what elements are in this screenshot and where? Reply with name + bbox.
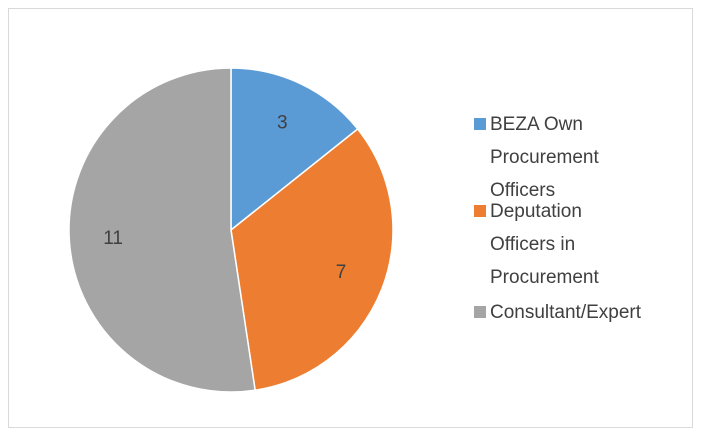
- legend-swatch: [474, 118, 486, 130]
- pie-slice: [230, 127, 394, 392]
- data-label: 3: [277, 112, 288, 133]
- legend-item: Deputation Officers in Procurement: [474, 195, 614, 294]
- legend-swatch: [474, 205, 486, 217]
- legend-swatch: [474, 306, 486, 318]
- legend-label: BEZA Own Procurement Officers: [490, 114, 599, 201]
- data-label: 7: [336, 262, 347, 283]
- pie-slice: [230, 67, 359, 232]
- legend-label: Deputation Officers in Procurement: [490, 201, 599, 288]
- data-label: 11: [103, 228, 123, 249]
- legend-label: Consultant/Expert: [490, 302, 642, 323]
- pie-slice: [68, 67, 256, 393]
- legend-item: Consultant/Expert: [474, 296, 642, 329]
- legend-item: BEZA Own Procurement Officers: [474, 108, 614, 207]
- chart-frame: [8, 8, 693, 428]
